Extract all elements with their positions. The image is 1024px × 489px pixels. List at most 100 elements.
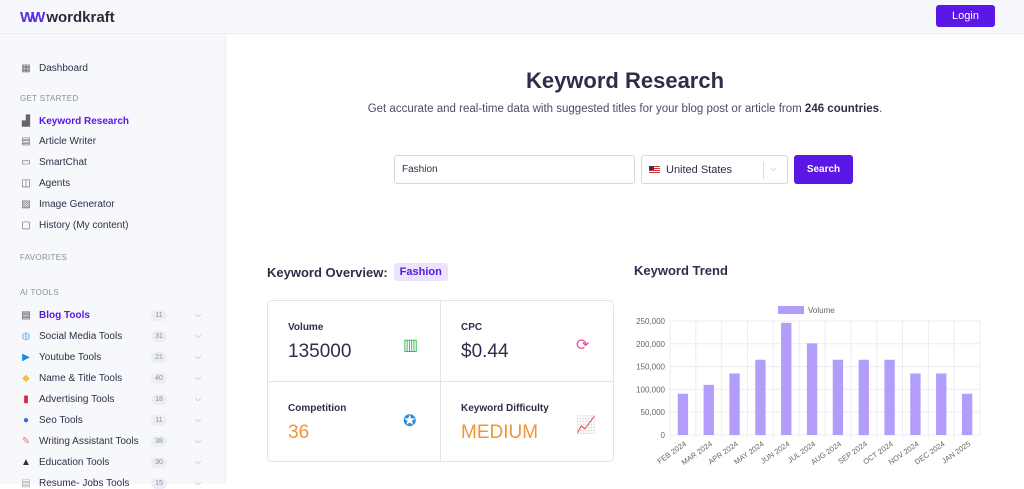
label: Article Writer	[39, 136, 97, 148]
sidebar-item-agents[interactable]: ◫ Agents	[20, 177, 70, 189]
chat-icon: ▭	[21, 157, 31, 169]
overview-heading: Keyword Overview: Fashion	[267, 263, 448, 281]
bar	[884, 359, 895, 435]
sidebar-item-resume-jobs-tools[interactable]: ▤ Resume- Jobs Tools	[20, 477, 129, 489]
count-badge: 18	[151, 394, 167, 405]
chevron-down-icon[interactable]: ⌵	[195, 436, 202, 445]
bar	[703, 384, 714, 435]
label: Youtube Tools	[39, 351, 102, 363]
sidebar-item-social-media-tools[interactable]: ◍ Social Media Tools	[20, 330, 123, 342]
sidebar-item-name-title-tools[interactable]: ◆ Name & Title Tools	[20, 372, 122, 384]
cpc-label: CPC	[461, 322, 483, 333]
sidebar-item-smartchat[interactable]: ▭ SmartChat	[20, 157, 87, 169]
chevron-down-icon[interactable]: ⌵	[195, 415, 202, 424]
label: Seo Tools	[39, 414, 83, 426]
competition-label: Competition	[288, 403, 347, 414]
count-badge: 31	[151, 331, 167, 342]
x-tick-label: JUN 2024	[759, 439, 791, 466]
label: Image Generator	[39, 198, 115, 210]
sidebar-item-advertising-tools[interactable]: ▮ Advertising Tools	[20, 393, 114, 405]
metrics-card: Volume 135000 ▥ CPC $0.44 ⟳ Competition 36 …	[267, 300, 614, 462]
label: Resume- Jobs Tools	[39, 477, 130, 489]
label: SmartChat	[39, 157, 87, 169]
login-button[interactable]: Login	[936, 5, 995, 27]
sidebar-item-writing-assistant-tools[interactable]: ✎ Writing Assistant Tools	[20, 435, 139, 447]
chevron-down-icon[interactable]: ⌵	[195, 457, 202, 466]
count-badge: 11	[151, 415, 167, 426]
bar	[910, 373, 921, 435]
tool-category-icon: ●	[22, 414, 30, 426]
trend-up-icon: 📈	[576, 417, 596, 434]
bar	[961, 393, 973, 435]
y-tick-label: 100,000	[636, 385, 665, 394]
page-subtitle: Get accurate and real-time data with sug…	[226, 103, 1024, 115]
bar	[729, 373, 740, 435]
cpc-value: $0.44	[461, 341, 509, 362]
chevron-down-icon[interactable]: ⌵	[195, 394, 202, 403]
tool-category-icon: ▲	[21, 456, 31, 468]
bar	[781, 322, 792, 435]
y-tick-label: 0	[661, 431, 666, 440]
bar-chart-icon: ▥	[403, 337, 419, 354]
keyword-input[interactable]	[394, 155, 635, 184]
label: Advertising Tools	[39, 393, 115, 405]
section-favorites: FAVORITES	[20, 253, 68, 262]
country-value: United States	[666, 163, 733, 176]
difficulty-value: MEDIUM	[461, 422, 539, 443]
chevron-down-icon[interactable]: ⌵	[195, 352, 202, 361]
label: Education Tools	[39, 456, 110, 468]
sidebar-item-article-writer[interactable]: ▤ Article Writer	[20, 136, 96, 148]
search-button[interactable]: Search	[794, 155, 853, 184]
sidebar-item-dashboard[interactable]: ▦ Dashboard	[20, 62, 88, 74]
label: Dashboard	[39, 62, 88, 74]
chevron-down-icon[interactable]: ⌵	[195, 478, 202, 487]
chevron-down-icon: ⌵	[770, 163, 777, 173]
sidebar-item-image-generator[interactable]: ▨ Image Generator	[20, 198, 115, 210]
chevron-down-icon[interactable]: ⌵	[195, 373, 202, 382]
sidebar-item-history-my-content-[interactable]: ▢ History (My content)	[20, 219, 128, 231]
label: Blog Tools	[39, 309, 90, 321]
keyword-tag: Fashion	[393, 263, 448, 281]
bar	[677, 393, 689, 435]
logo[interactable]: WW wordkraft	[20, 9, 115, 26]
tool-category-icon: ▶	[22, 351, 30, 363]
agent-icon: ◫	[21, 177, 31, 189]
trend-title: Keyword Trend	[634, 263, 728, 278]
count-badge: 30	[151, 457, 167, 468]
page-title: Keyword Research	[525, 68, 725, 93]
chart-icon: ▟	[22, 115, 30, 127]
sidebar-item-keyword-research[interactable]: ▟ Keyword Research	[20, 115, 129, 127]
sidebar-item-blog-tools[interactable]: ▤ Blog Tools	[20, 309, 90, 321]
label: Social Media Tools	[39, 330, 123, 342]
subtitle-bold: 246 countries	[804, 103, 880, 115]
bar	[806, 343, 818, 435]
brand-name: wordkraft	[46, 9, 115, 26]
section-get-started: GET STARTED	[20, 94, 79, 103]
cpc-metric: CPC $0.44	[461, 322, 509, 363]
logo-icon: WW	[20, 9, 45, 26]
dollar-cycle-icon: ⟳	[576, 337, 590, 354]
sidebar-item-seo-tools[interactable]: ● Seo Tools	[20, 414, 83, 426]
sidebar-item-youtube-tools[interactable]: ▶ Youtube Tools	[20, 351, 101, 363]
bar	[936, 373, 947, 435]
y-tick-label: 200,000	[636, 340, 665, 349]
label: Name & Title Tools	[39, 372, 123, 384]
tool-category-icon: ◍	[21, 330, 31, 342]
tool-category-icon: ▮	[23, 393, 29, 405]
y-tick-label: 150,000	[636, 363, 665, 372]
difficulty-metric: Keyword Difficulty MEDIUM	[461, 403, 549, 444]
chevron-down-icon[interactable]: ⌵	[195, 310, 202, 319]
tool-category-icon: ▤	[21, 309, 31, 321]
chevron-down-icon[interactable]: ⌵	[195, 331, 202, 340]
competition-value: 36	[288, 422, 310, 443]
volume-value: 135000	[288, 341, 352, 362]
x-tick-label: JAN 2025	[940, 439, 972, 465]
count-badge: 40	[151, 373, 167, 384]
country-select[interactable]: United States ⌵	[641, 155, 788, 184]
count-badge: 21	[151, 352, 167, 363]
sidebar-item-education-tools[interactable]: ▲ Education Tools	[20, 456, 109, 468]
y-tick-label: 50,000	[641, 408, 666, 417]
header: WW wordkraft Login	[0, 0, 1024, 34]
bar	[755, 359, 766, 435]
award-icon: ✪	[403, 413, 417, 430]
